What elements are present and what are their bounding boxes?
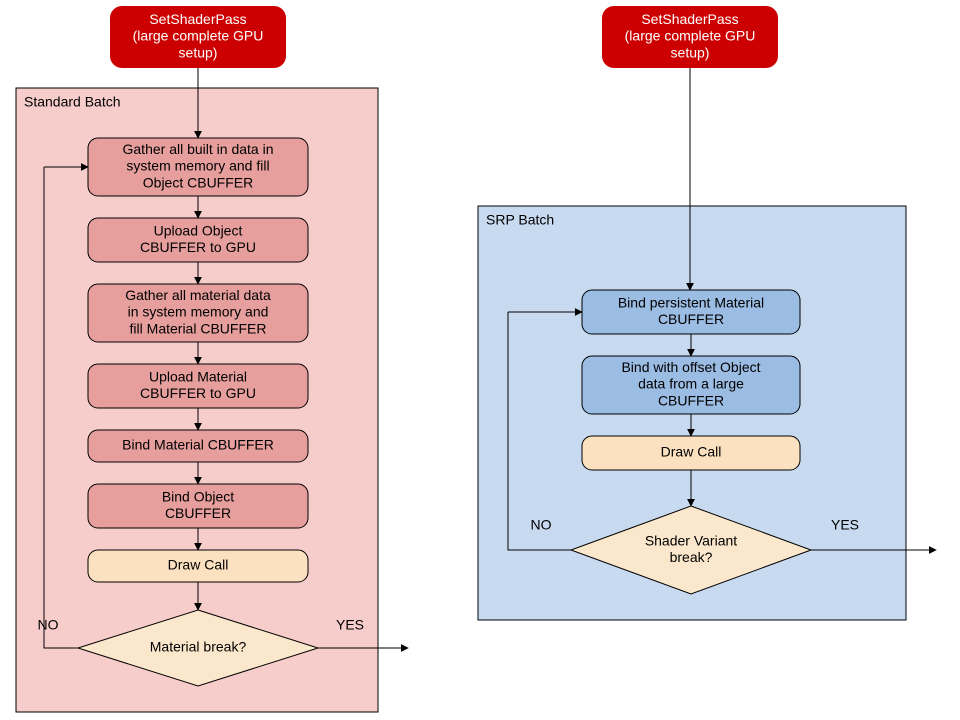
svg-text:Upload Material: Upload Material [149, 368, 247, 384]
standard-batch-label: Standard Batch [24, 93, 121, 109]
svg-text:Gather all built in data in: Gather all built in data in [123, 141, 274, 157]
svg-text:Upload Object: Upload Object [154, 222, 243, 238]
svg-text:Draw Call: Draw Call [168, 557, 229, 573]
right-yes-label: YES [831, 517, 859, 533]
svg-text:Object CBUFFER: Object CBUFFER [143, 175, 253, 191]
svg-text:Shader Variant: Shader Variant [645, 532, 737, 548]
svg-text:data from a large: data from a large [638, 376, 744, 392]
left-no-label: NO [38, 617, 59, 633]
svg-text:(large complete GPU: (large complete GPU [625, 28, 756, 44]
svg-text:(large complete GPU: (large complete GPU [133, 28, 264, 44]
svg-text:Bind Material CBUFFER: Bind Material CBUFFER [122, 437, 274, 453]
svg-text:SetShaderPass: SetShaderPass [149, 11, 246, 27]
left-yes-label: YES [336, 617, 364, 633]
svg-text:CBUFFER: CBUFFER [658, 393, 724, 409]
svg-text:Material break?: Material break? [150, 639, 247, 655]
svg-text:fill Material CBUFFER: fill Material CBUFFER [130, 321, 267, 337]
svg-text:setup): setup) [671, 45, 710, 61]
srp-batch-label: SRP Batch [486, 211, 554, 227]
svg-text:setup): setup) [179, 45, 218, 61]
svg-text:Bind Object: Bind Object [162, 488, 234, 504]
svg-text:CBUFFER: CBUFFER [165, 505, 231, 521]
svg-text:in system memory and: in system memory and [128, 304, 269, 320]
svg-text:CBUFFER: CBUFFER [658, 311, 724, 327]
svg-text:system memory and fill: system memory and fill [126, 158, 269, 174]
svg-text:Draw Call: Draw Call [661, 444, 722, 460]
svg-text:SetShaderPass: SetShaderPass [641, 11, 738, 27]
svg-text:break?: break? [670, 549, 713, 565]
svg-text:Bind with offset Object: Bind with offset Object [621, 359, 760, 375]
svg-text:Gather all material data: Gather all material data [125, 287, 271, 303]
svg-text:CBUFFER to GPU: CBUFFER to GPU [140, 239, 256, 255]
right-no-label: NO [531, 517, 552, 533]
svg-text:Bind persistent Material: Bind persistent Material [618, 294, 764, 310]
svg-text:CBUFFER to GPU: CBUFFER to GPU [140, 385, 256, 401]
